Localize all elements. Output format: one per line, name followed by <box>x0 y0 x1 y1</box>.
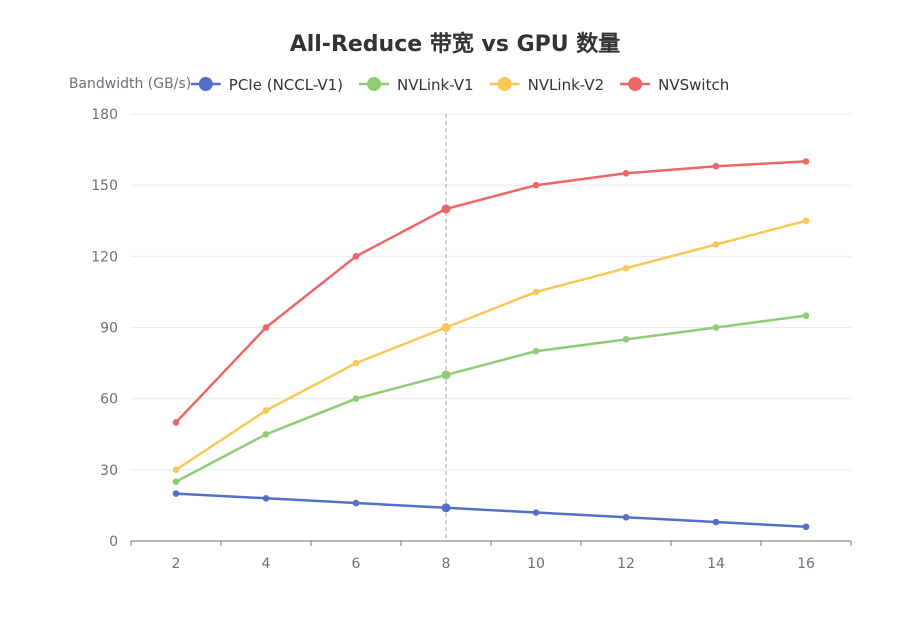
data-point[interactable] <box>712 324 720 331</box>
data-point[interactable] <box>802 312 810 319</box>
series-line <box>174 160 808 424</box>
legend-marker-icon <box>628 77 643 91</box>
legend-marker-icon <box>367 77 382 91</box>
data-point[interactable] <box>262 430 270 438</box>
data-point[interactable] <box>352 395 360 402</box>
data-point[interactable] <box>622 336 630 343</box>
data-point[interactable] <box>712 162 720 170</box>
data-point[interactable] <box>441 503 451 513</box>
chart-title: All-Reduce 带宽 vs GPU 数量 <box>290 31 621 57</box>
y-tick-label: 60 <box>100 392 118 408</box>
data-point[interactable] <box>622 513 630 521</box>
series-nvlink-v2 <box>172 217 810 474</box>
series-nvswitch <box>172 158 810 426</box>
x-tick-label: 14 <box>707 556 725 572</box>
data-point[interactable] <box>352 359 360 367</box>
legend-item[interactable]: NVSwitch <box>620 76 729 94</box>
data-point[interactable] <box>622 170 630 177</box>
data-point[interactable] <box>352 499 360 507</box>
data-point[interactable] <box>262 495 270 502</box>
data-point[interactable] <box>802 158 810 165</box>
x-tick-label: 10 <box>527 556 545 572</box>
y-axis-title: Bandwidth (GB/s) <box>69 76 191 92</box>
data-point[interactable] <box>802 523 810 531</box>
data-point[interactable] <box>172 478 180 485</box>
data-point[interactable] <box>532 347 540 355</box>
legend: PCIe (NCCL-V1) NVLink-V1 NVLink-V2 NVSwitch <box>190 76 729 94</box>
data-point[interactable] <box>352 253 360 260</box>
axis-layer: 0 30 60 90 120 150 180 2 4 6 8 10 12 14 16 <box>91 107 852 572</box>
data-point[interactable] <box>532 509 540 516</box>
series-line <box>174 492 808 529</box>
series-nvlink-v1 <box>172 312 810 485</box>
legend-marker-icon <box>198 77 213 91</box>
data-point[interactable] <box>802 217 810 225</box>
data-point[interactable] <box>262 324 270 331</box>
data-point[interactable] <box>172 419 180 426</box>
x-tick-label: 2 <box>172 556 181 572</box>
data-point[interactable] <box>172 466 180 474</box>
data-point[interactable] <box>712 241 720 248</box>
y-tick-label: 150 <box>91 178 118 194</box>
legend-label: PCIe (NCCL-V1) <box>229 76 343 94</box>
legend-marker-icon <box>497 77 512 91</box>
series-layer <box>172 158 810 531</box>
data-point[interactable] <box>712 518 720 526</box>
data-point[interactable] <box>441 323 451 332</box>
x-tick-label: 6 <box>352 556 361 572</box>
x-tick-label: 16 <box>797 556 815 572</box>
legend-item[interactable]: NVLink-V1 <box>359 76 474 94</box>
data-point[interactable] <box>622 264 630 272</box>
legend-label: NVLink-V1 <box>397 76 474 94</box>
data-point[interactable] <box>172 490 180 497</box>
x-tick-label: 12 <box>617 556 635 572</box>
legend-item[interactable]: PCIe (NCCL-V1) <box>190 76 343 94</box>
grid-layer <box>131 113 851 541</box>
series-line <box>174 219 808 472</box>
legend-label: NVSwitch <box>658 76 729 94</box>
data-point[interactable] <box>532 288 540 296</box>
series-line <box>174 314 808 483</box>
x-tick-label: 8 <box>442 556 451 572</box>
data-point[interactable] <box>262 407 270 414</box>
data-point[interactable] <box>532 181 540 189</box>
legend-label: NVLink-V2 <box>528 76 605 94</box>
data-point[interactable] <box>441 204 451 214</box>
y-tick-label: 90 <box>100 321 118 337</box>
data-point[interactable] <box>441 370 451 380</box>
y-tick-label: 30 <box>100 463 118 479</box>
y-tick-label: 0 <box>109 534 118 550</box>
y-tick-label: 180 <box>91 107 118 123</box>
legend-item[interactable]: NVLink-V2 <box>489 76 605 94</box>
series-pcie-nccl-v1 <box>172 490 810 531</box>
y-tick-label: 120 <box>91 249 118 265</box>
x-tick-label: 4 <box>262 556 271 572</box>
